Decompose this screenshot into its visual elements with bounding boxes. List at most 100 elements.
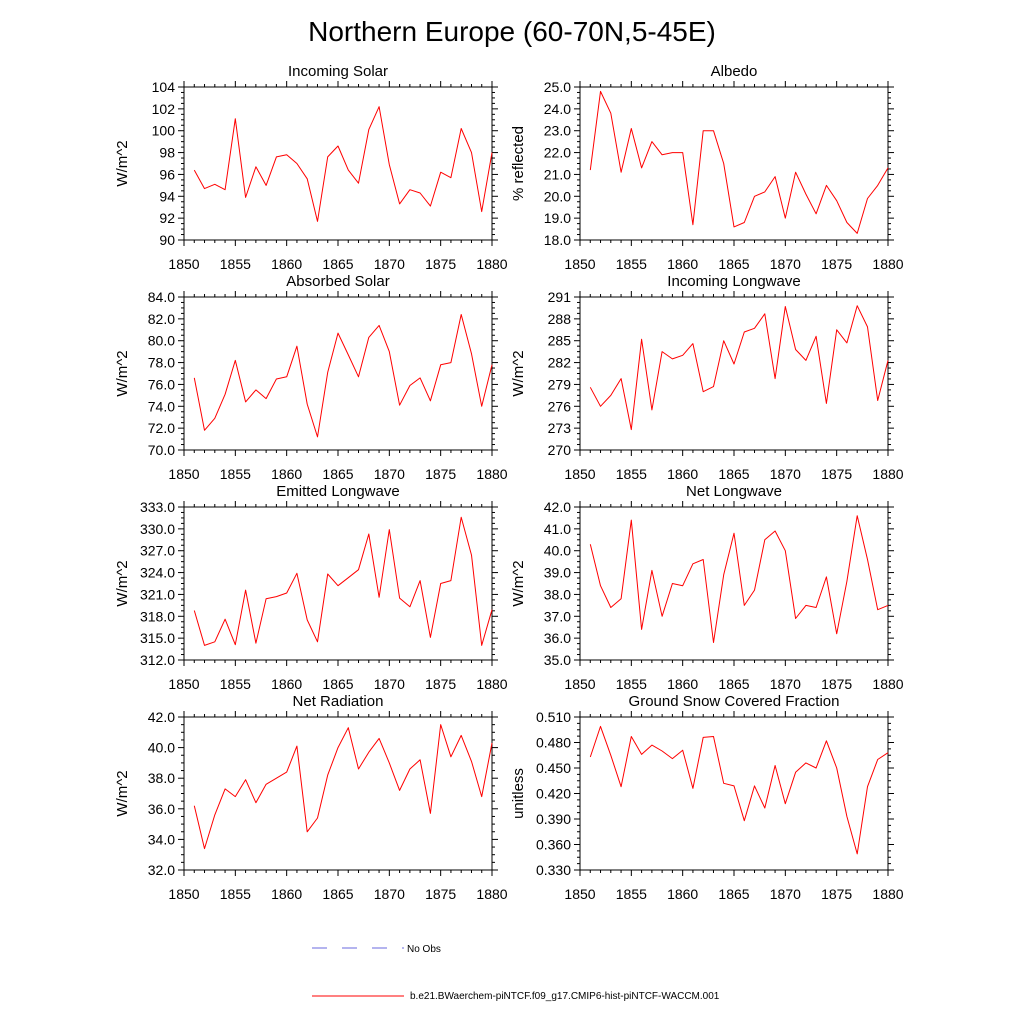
chart-1-title: Albedo — [711, 63, 758, 80]
chart-6-xtick-label: 1870 — [374, 886, 405, 902]
chart-0-ylabel: W/m^2 — [114, 140, 131, 186]
chart-0-xtick-label: 1855 — [220, 256, 251, 272]
legend: No Obs b.e21.BWaerchem-piNTCF.f09_g17.CM… — [312, 944, 720, 1002]
chart-5-xtick-label: 1880 — [872, 676, 903, 692]
chart-0-ytick-label: 102 — [152, 101, 176, 117]
chart-7-series-line — [589, 725, 889, 855]
chart-2-ytick-label: 70.0 — [148, 442, 175, 458]
chart-6-ytick-label: 36.0 — [148, 801, 175, 817]
chart-7-ytick-label: 0.510 — [536, 709, 571, 725]
chart-3-xtick-label: 1870 — [770, 466, 801, 482]
panels: Incoming Solar 90 92 94 96 98 100 102 104 1850 185… — [114, 63, 904, 902]
chart-7-xtick-label: 1880 — [872, 886, 903, 902]
chart-0-ytick-label: 90 — [159, 232, 175, 248]
chart-5: Net Longwave 35.0 36.0 37.0 38.0 39.0 40.0 41.0… — [510, 483, 904, 692]
chart-7-ytick-label: 0.480 — [536, 735, 571, 751]
chart-4-xtick-label: 1875 — [425, 676, 456, 692]
chart-5-ytick-label: 35.0 — [544, 652, 571, 668]
chart-6-ytick-label: 34.0 — [148, 831, 175, 847]
chart-6-ylabel: W/m^2 — [114, 770, 131, 816]
chart-3: Incoming Longwave 270 273 276 279 282 285 288 29… — [510, 273, 904, 482]
chart-1-xtick-label: 1880 — [872, 256, 903, 272]
chart-4-xtick-label: 1865 — [322, 676, 353, 692]
chart-4-xtick-label: 1860 — [271, 676, 302, 692]
chart-1: Albedo 18.0 19.0 20.0 21.0 22.0 23.0 24.0 25.0 18… — [510, 63, 904, 272]
chart-5-xtick-label: 1850 — [564, 676, 595, 692]
chart-4-title: Emitted Longwave — [276, 483, 399, 500]
chart-1-xtick-label: 1860 — [667, 256, 698, 272]
chart-4-xtick-label: 1850 — [168, 676, 199, 692]
chart-1-ytick-label: 22.0 — [544, 145, 571, 161]
chart-5-ytick-label: 40.0 — [544, 543, 571, 559]
chart-7-ytick-label: 0.420 — [536, 786, 571, 802]
chart-0-title: Incoming Solar — [288, 63, 388, 80]
chart-6-ytick-label: 32.0 — [148, 862, 175, 878]
chart-3-ytick-label: 282 — [548, 355, 572, 371]
chart-0-xtick-label: 1880 — [476, 256, 507, 272]
chart-1-xtick-label: 1865 — [718, 256, 749, 272]
chart-6-ytick-label: 40.0 — [148, 740, 175, 756]
chart-2-xtick-label: 1865 — [322, 466, 353, 482]
chart-4-frame — [183, 506, 493, 661]
chart-1-ytick-label: 25.0 — [544, 79, 571, 95]
chart-2-ytick-label: 76.0 — [148, 376, 175, 392]
chart-3-ytick-label: 288 — [548, 311, 572, 327]
chart-4-series-line — [193, 516, 493, 646]
chart-0-ytick-label: 104 — [152, 79, 176, 95]
chart-3-xtick-label: 1850 — [564, 466, 595, 482]
chart-5-xtick-label: 1870 — [770, 676, 801, 692]
chart-6-series-line — [193, 724, 493, 850]
chart-5-xtick-label: 1875 — [821, 676, 852, 692]
chart-7-ylabel: unitless — [510, 768, 527, 819]
chart-4-xtick-label: 1855 — [220, 676, 251, 692]
chart-7-title: Ground Snow Covered Fraction — [629, 693, 840, 710]
chart-5-ytick-label: 36.0 — [544, 630, 571, 646]
chart-1-ytick-label: 21.0 — [544, 166, 571, 182]
chart-1-ytick-label: 24.0 — [544, 101, 571, 117]
chart-7-xtick-label: 1870 — [770, 886, 801, 902]
chart-5-series-line — [589, 515, 889, 643]
chart-5-xtick-label: 1860 — [667, 676, 698, 692]
chart-3-ytick-label: 291 — [548, 289, 572, 305]
chart-2-title: Absorbed Solar — [286, 273, 389, 290]
chart-2-ytick-label: 82.0 — [148, 311, 175, 327]
chart-2-ytick-label: 74.0 — [148, 398, 175, 414]
chart-2: Absorbed Solar 70.0 72.0 74.0 76.0 78.0 80.0 82… — [114, 273, 508, 482]
chart-2-series-line — [193, 314, 493, 438]
chart-4-ytick-label: 327.0 — [140, 543, 175, 559]
chart-0-xtick-label: 1865 — [322, 256, 353, 272]
chart-6-title: Net Radiation — [293, 693, 384, 710]
chart-6-xtick-label: 1880 — [476, 886, 507, 902]
chart-1-ytick-label: 19.0 — [544, 210, 571, 226]
chart-2-ytick-label: 78.0 — [148, 355, 175, 371]
chart-0-ytick-label: 94 — [159, 188, 175, 204]
chart-6-xtick-label: 1855 — [220, 886, 251, 902]
chart-0-ytick-label: 98 — [159, 145, 175, 161]
chart-4-ytick-label: 324.0 — [140, 565, 175, 581]
chart-4-ytick-label: 330.0 — [140, 521, 175, 537]
chart-3-xtick-label: 1880 — [872, 466, 903, 482]
chart-5-ytick-label: 38.0 — [544, 586, 571, 602]
chart-0-xtick-label: 1870 — [374, 256, 405, 272]
chart-7-xtick-label: 1855 — [616, 886, 647, 902]
chart-0-xtick-label: 1850 — [168, 256, 199, 272]
chart-3-ylabel: W/m^2 — [510, 350, 527, 396]
chart-6-xtick-label: 1850 — [168, 886, 199, 902]
chart-2-xtick-label: 1875 — [425, 466, 456, 482]
chart-4-xtick-label: 1880 — [476, 676, 507, 692]
chart-4-ytick-label: 312.0 — [140, 652, 175, 668]
chart-0-series-line — [193, 106, 493, 222]
chart-7-xtick-label: 1850 — [564, 886, 595, 902]
chart-4-ytick-label: 321.0 — [140, 586, 175, 602]
chart-7: Ground Snow Covered Fraction 0.330 0.360 0.… — [510, 693, 904, 902]
chart-1-xtick-label: 1870 — [770, 256, 801, 272]
chart-0: Incoming Solar 90 92 94 96 98 100 102 104 1850 185… — [114, 63, 508, 272]
chart-5-ytick-label: 37.0 — [544, 608, 571, 624]
chart-1-ytick-label: 20.0 — [544, 188, 571, 204]
chart-3-xtick-label: 1860 — [667, 466, 698, 482]
chart-6-xtick-label: 1860 — [271, 886, 302, 902]
chart-1-ytick-label: 18.0 — [544, 232, 571, 248]
chart-3-series-line — [589, 305, 889, 431]
chart-2-xtick-label: 1850 — [168, 466, 199, 482]
chart-6-ytick-label: 42.0 — [148, 709, 175, 725]
